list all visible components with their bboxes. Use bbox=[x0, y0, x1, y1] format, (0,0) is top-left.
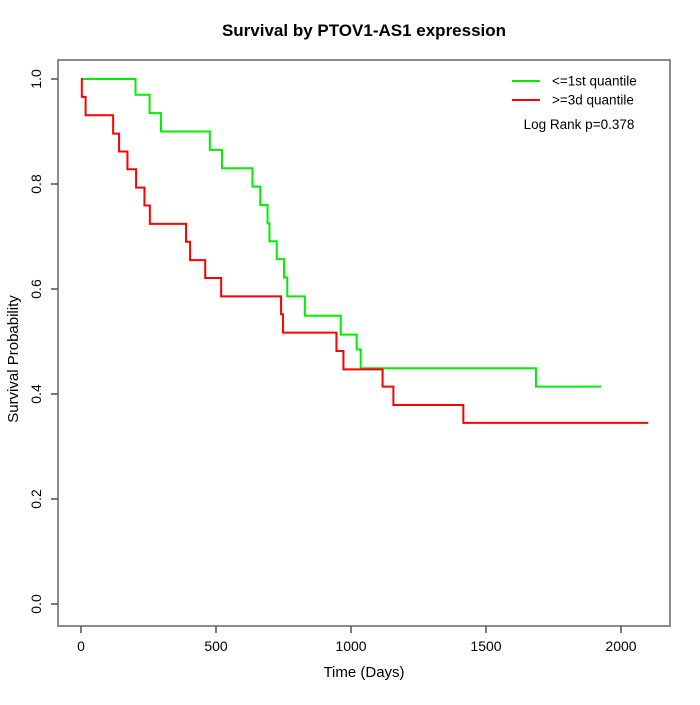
y-tick-label: 0.4 bbox=[28, 384, 44, 404]
y-tick-label: 0.8 bbox=[28, 174, 44, 194]
x-axis-ticks: 0 500 1000 1500 2000 bbox=[77, 626, 637, 654]
x-axis-label: Time (Days) bbox=[323, 664, 404, 681]
x-tick-label: 1000 bbox=[335, 638, 366, 654]
y-tick-label: 0.6 bbox=[28, 279, 44, 299]
log-rank-annotation: Log Rank p=0.378 bbox=[524, 117, 635, 132]
x-tick-label: 500 bbox=[204, 638, 228, 654]
legend-label-1: >=3d quantile bbox=[552, 93, 634, 108]
survival-curve-1 bbox=[80, 78, 649, 424]
y-axis-ticks: 0.0 0.2 0.4 0.6 0.8 1.0 bbox=[28, 69, 58, 614]
x-tick-label: 0 bbox=[77, 638, 85, 654]
x-tick-label: 1500 bbox=[470, 638, 501, 654]
chart-title: Survival by PTOV1-AS1 expression bbox=[222, 21, 506, 40]
survival-curves bbox=[80, 78, 649, 424]
survival-curve-0 bbox=[81, 78, 602, 388]
y-tick-label: 1.0 bbox=[28, 69, 44, 89]
y-tick-label: 0.2 bbox=[28, 489, 44, 509]
plot-box bbox=[57, 59, 671, 627]
legend-label-0: <=1st quantile bbox=[552, 74, 637, 89]
y-tick-label: 0.0 bbox=[28, 594, 44, 614]
legend: <=1st quantile >=3d quantile bbox=[512, 74, 637, 108]
y-axis-label: Survival Probability bbox=[5, 295, 22, 423]
x-tick-label: 2000 bbox=[605, 638, 636, 654]
